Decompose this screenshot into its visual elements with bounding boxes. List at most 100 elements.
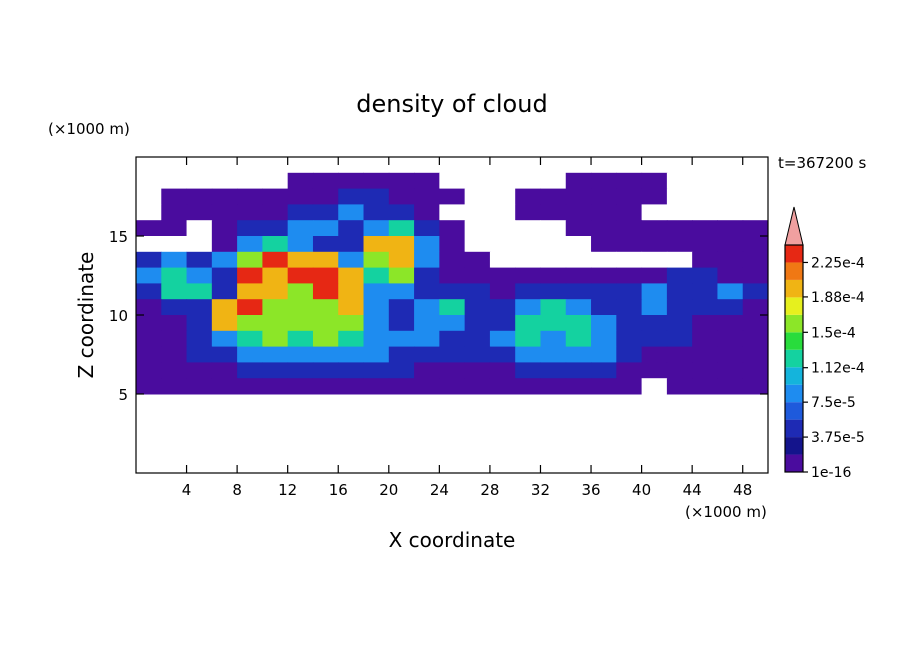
density-cell [464, 267, 491, 284]
density-cell [186, 267, 213, 284]
density-cell [641, 346, 668, 363]
density-cell [616, 362, 643, 379]
density-cell [742, 299, 769, 316]
density-cell [742, 283, 769, 300]
density-cell [515, 362, 541, 379]
density-cell [565, 283, 592, 300]
density-cell [692, 188, 718, 205]
density-cell [312, 236, 339, 253]
density-cell [439, 330, 466, 348]
density-cell [666, 378, 693, 395]
density-cell [186, 362, 213, 379]
density-cell [692, 267, 718, 284]
density-cell [338, 236, 365, 253]
density-cell [515, 299, 541, 316]
colorbar-band [785, 384, 803, 403]
density-cell [287, 378, 314, 395]
density-cell [464, 188, 491, 205]
density-cell [464, 172, 491, 190]
density-cell [287, 330, 314, 348]
density-cell [262, 283, 289, 300]
density-cell [338, 267, 365, 284]
density-cell [186, 188, 213, 205]
density-cell [161, 362, 188, 379]
density-cell [742, 236, 769, 253]
colorbar-band [785, 332, 803, 350]
density-cell [641, 172, 668, 190]
density-cell [489, 330, 516, 348]
density-cell [616, 251, 643, 269]
density-cell [211, 251, 238, 269]
density-cell [717, 299, 744, 316]
density-cell [540, 378, 567, 395]
density-cell [237, 188, 263, 205]
density-cell [136, 220, 162, 237]
density-cell [591, 346, 617, 363]
density-cell [161, 236, 188, 253]
density-cell [186, 315, 213, 332]
density-cell [186, 236, 213, 253]
density-cell [489, 220, 516, 237]
density-cell [515, 330, 541, 348]
y-unit: (×1000 m) [48, 120, 130, 138]
density-cell [363, 267, 390, 284]
density-cell [591, 299, 617, 316]
density-cell [742, 315, 769, 332]
density-cell [540, 315, 567, 332]
density-cell [591, 330, 617, 348]
density-cell [211, 188, 238, 205]
x-tick-label: 28 [480, 481, 499, 499]
density-cell [439, 204, 466, 221]
density-cell [312, 362, 339, 379]
density-cell [414, 315, 440, 332]
density-cell [161, 188, 188, 205]
density-cell [262, 220, 289, 237]
density-cell [540, 267, 567, 284]
density-cell [211, 220, 238, 237]
density-cell [161, 330, 188, 348]
density-cell [489, 204, 516, 221]
x-tick-label: 40 [632, 481, 651, 499]
density-cell [186, 251, 213, 269]
density-cell [742, 378, 769, 395]
density-cell [489, 267, 516, 284]
density-cell [439, 188, 466, 205]
density-cell [136, 378, 162, 395]
x-tick-label: 8 [232, 481, 242, 499]
density-cell [388, 378, 415, 395]
density-cell [136, 204, 162, 221]
density-cell [540, 330, 567, 348]
x-tick-label: 12 [278, 481, 297, 499]
density-cell [211, 299, 238, 316]
density-cell [565, 346, 592, 363]
density-cell [363, 378, 390, 395]
x-axis-label: X coordinate [389, 528, 516, 552]
density-cell [211, 236, 238, 253]
density-cell [211, 346, 238, 363]
density-cell [717, 251, 744, 269]
density-cell [540, 204, 567, 221]
density-cell [439, 251, 466, 269]
density-cell [742, 330, 769, 348]
density-cell [515, 283, 541, 300]
density-cell [515, 236, 541, 253]
density-cell [717, 236, 744, 253]
x-tick-label: 48 [733, 481, 752, 499]
colorbar-band [785, 279, 803, 298]
density-cell [666, 236, 693, 253]
density-cell [312, 220, 339, 237]
density-cell [237, 220, 263, 237]
density-cell [287, 362, 314, 379]
density-cell [161, 315, 188, 332]
density-cell [136, 346, 162, 363]
density-cell [439, 378, 466, 395]
density-cell [161, 267, 188, 284]
density-cell [211, 172, 238, 190]
density-cell [591, 204, 617, 221]
density-cell [540, 220, 567, 237]
density-cell [464, 315, 491, 332]
density-cell [742, 188, 769, 205]
colorbar-band [785, 367, 803, 385]
